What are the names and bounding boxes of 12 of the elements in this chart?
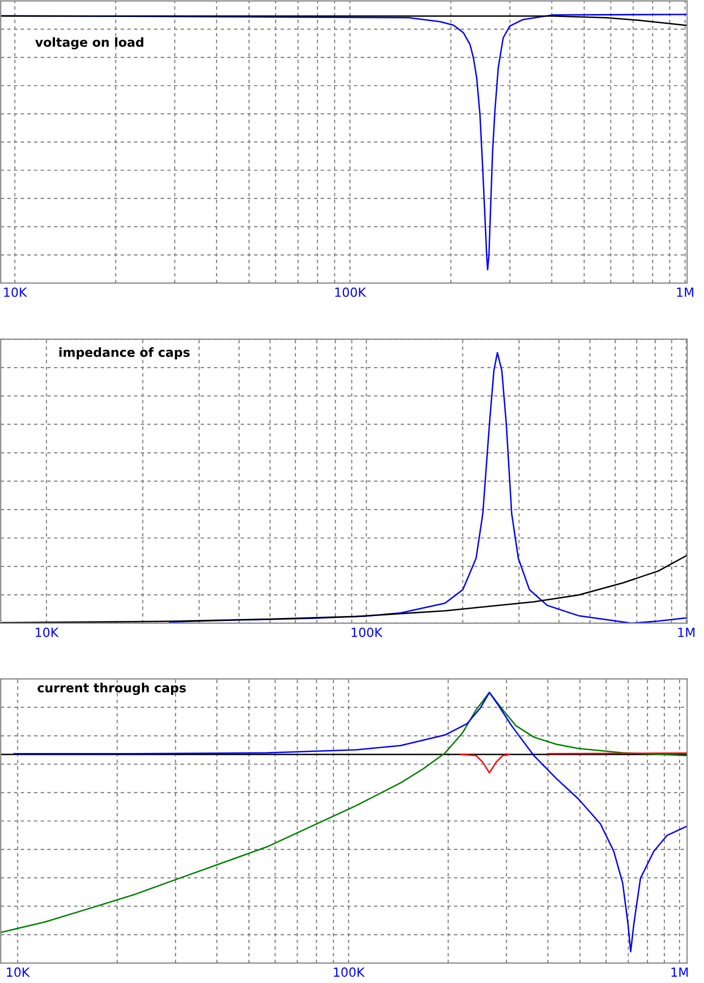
x-tick-label: 1M <box>678 628 694 637</box>
chart-title: impedance of caps <box>59 347 190 360</box>
x-tick-label: 1M <box>672 968 688 977</box>
x-tick-label: 100K <box>334 967 365 977</box>
chart-title: current through caps <box>38 682 186 695</box>
x-tick-label: 10K <box>36 628 59 638</box>
x-tick-label: 10K <box>4 287 28 297</box>
text: voltage on load <box>35 37 144 50</box>
x-tick-label: 10K <box>6 967 30 977</box>
x-tick-label: 1M <box>677 288 694 297</box>
x-tick-label: 100K <box>352 628 383 638</box>
x-tick-label: 100K <box>335 287 366 297</box>
